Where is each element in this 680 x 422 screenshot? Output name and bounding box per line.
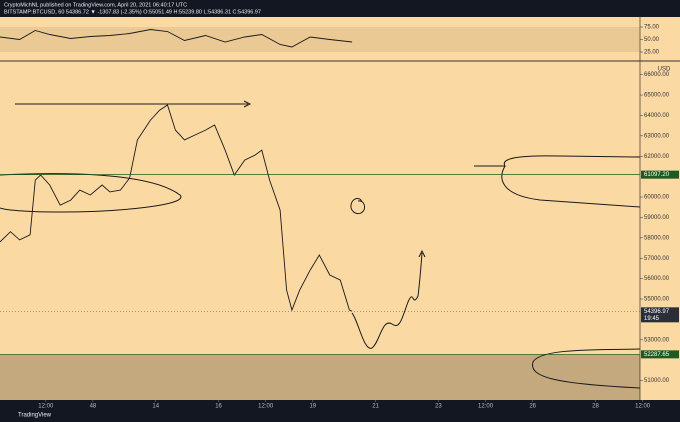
- y-tick-label: 66000.00: [644, 72, 670, 78]
- header-bar: [0, 0, 680, 17]
- y-tick-label: 59000.00: [644, 215, 670, 221]
- x-tick-label: 48: [90, 404, 97, 410]
- level-label: 61097.20: [644, 172, 670, 178]
- y-tick-label: 50.00: [644, 37, 660, 43]
- price-line: [0, 104, 353, 312]
- y-tick-label: 51000.00: [644, 378, 670, 384]
- x-tick-label: 23: [435, 404, 442, 410]
- x-tick-label: 14: [152, 404, 159, 410]
- x-tick-label: 19: [309, 404, 316, 410]
- y-tick-label: 75.00: [644, 25, 660, 31]
- level-label: 52287.65: [644, 352, 670, 358]
- projection-head: [418, 249, 426, 258]
- level-tag: [641, 170, 679, 179]
- last-price-label: 54396.97: [644, 309, 670, 315]
- y-tick-label: 25.00: [644, 50, 660, 56]
- y-tick-label: 60000.00: [644, 195, 670, 201]
- arrow-head: [243, 100, 252, 108]
- y-tick-label: 58000.00: [644, 235, 670, 241]
- footer-logo: TradingView: [18, 413, 52, 419]
- y-unit: USD: [658, 67, 671, 73]
- zone-ellipse-bottom: [532, 348, 641, 389]
- countdown-label: 19:45: [644, 316, 660, 322]
- y-tick-label: 55000.00: [644, 297, 670, 303]
- x-tick-label: 21: [372, 404, 379, 410]
- y-tick-label: 63000.00: [644, 133, 670, 139]
- last-price-tag: [641, 307, 679, 323]
- x-tick-label: 12:00: [258, 404, 274, 410]
- x-tick-label: 12:00: [478, 404, 494, 410]
- y-tick-label: 53000.00: [644, 337, 670, 343]
- x-tick-label: 16: [215, 404, 222, 410]
- price-line: [0, 29, 353, 48]
- x-tick-label: 12:00: [635, 404, 651, 410]
- zone-ellipse-top: [474, 155, 641, 208]
- y-tick-label: 65000.00: [644, 93, 670, 99]
- circle-mark: [350, 197, 365, 215]
- x-tick-label: 26: [529, 404, 536, 410]
- y-tick-label: 57000.00: [644, 256, 670, 262]
- y-tick-label: 64000.00: [644, 113, 670, 119]
- rsi-band: [0, 27, 640, 52]
- x-tick-label: 12:00: [38, 404, 54, 410]
- publisher: CryptoMichNL published on TradingView.co…: [4, 2, 187, 8]
- y-tick-label: 56000.00: [644, 276, 670, 282]
- volume-band: [0, 355, 640, 400]
- symbol-info: BITSTAMP:BTCUSD, 60 54386.72 ▼ -1307.83 …: [4, 9, 261, 15]
- projection-path: [351, 252, 423, 349]
- y-tick-label: 62000.00: [644, 154, 670, 160]
- level-tag: [641, 350, 679, 359]
- time-axis-bar: [0, 400, 680, 422]
- x-tick-label: 28: [592, 404, 599, 410]
